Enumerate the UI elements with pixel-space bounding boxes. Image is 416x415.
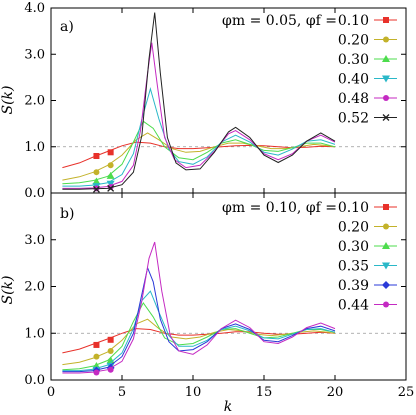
panel-b: 0 5 10 15 20 25 0.0 1.0 2.0 3.0 b) S(k) φm = 0.1…	[0, 192, 414, 415]
panel-b-ylabel: S(k)	[0, 276, 16, 305]
panel-a-series	[62, 12, 336, 193]
legend-marker	[383, 36, 389, 43]
y-tick-label: 1.0	[24, 326, 45, 341]
y-tick-label: 3.0	[24, 47, 45, 62]
panel-a-xticks	[50, 8, 407, 193]
panel-a: 0.01.02.03.04.0 a) S(k) φm = 0.05, φf = …	[0, 1, 407, 201]
legend-label-0.52: 0.52	[338, 111, 369, 127]
legend-marker	[382, 55, 390, 62]
legend-label-0.35: 0.35	[338, 259, 369, 275]
legend-marker	[382, 242, 390, 249]
series-line-0.52	[62, 12, 336, 190]
legend-label-0.48: 0.48	[338, 91, 369, 107]
x-tick-label: 10	[185, 385, 202, 400]
x-axis-title: k	[224, 399, 232, 415]
y-tick-label: 0.0	[24, 186, 45, 201]
data-point	[106, 356, 115, 364]
panel-a-ylabel: S(k)	[0, 86, 16, 115]
series-line-0.20	[62, 318, 336, 366]
legend-marker	[383, 17, 389, 23]
data-point	[92, 177, 101, 185]
series-line-0.30	[62, 120, 336, 185]
panel-a-label: a)	[60, 19, 74, 35]
series-line-0.30	[62, 301, 336, 371]
data-point	[107, 162, 114, 169]
data-point	[107, 348, 114, 355]
legend-marker	[382, 114, 390, 121]
legend-marker	[382, 262, 390, 270]
data-point	[93, 153, 100, 159]
x-tick-label: 5	[118, 385, 126, 400]
y-tick-label: 0.0	[24, 373, 45, 388]
panel-b-series	[62, 241, 336, 376]
series-line-0.44	[62, 241, 336, 374]
legend-label-0.40: 0.40	[338, 72, 369, 88]
series-line-0.10	[62, 141, 336, 169]
panel-b-legend: 0.10 0.20 0.30 0.35 0.39 0.44	[338, 200, 397, 314]
legend-marker	[383, 223, 389, 230]
panel-a-yticks: 0.0 1.0 2.0 3.0 4.0	[24, 1, 406, 201]
legend-label-0.44: 0.44	[338, 298, 369, 314]
y-tick-label: 2.0	[24, 280, 45, 295]
legend-label-0.30: 0.30	[338, 52, 369, 68]
data-point	[93, 369, 100, 376]
series-line-0.39	[62, 266, 336, 373]
legend-label-0.10: 0.10	[338, 13, 369, 29]
y-tick-label: 2.0	[24, 94, 45, 109]
legend-marker	[382, 75, 390, 83]
panel-b-label: b)	[60, 206, 74, 222]
x-tick-label: 20	[327, 385, 344, 400]
legend-label-0.39: 0.39	[338, 278, 369, 294]
data-point	[93, 341, 100, 348]
legend-marker	[383, 204, 389, 210]
data-point	[107, 184, 115, 192]
y-tick-label: 1.0	[24, 140, 45, 155]
y-tick-label: 4.0	[24, 1, 45, 16]
x-tick-label: 25	[398, 385, 415, 400]
legend-marker	[383, 301, 389, 308]
data-point	[93, 353, 100, 360]
panel-a-legend-header: φm = 0.05, φf =	[222, 13, 337, 29]
legend-label-0.10: 0.10	[338, 200, 369, 216]
data-point	[107, 336, 114, 343]
y-tick-label: 3.0	[24, 233, 45, 248]
series-line-0.35	[62, 290, 336, 372]
legend-marker	[382, 281, 390, 289]
x-tick-label: 15	[256, 385, 273, 400]
data-point	[92, 185, 100, 193]
data-point	[106, 171, 115, 179]
legend-label-0.20: 0.20	[338, 33, 369, 49]
data-point	[107, 366, 114, 373]
legend-marker	[383, 95, 389, 101]
panel-b-xticks: 0 5 10 15 20 25	[47, 193, 414, 400]
legend-label-0.20: 0.20	[338, 220, 369, 236]
panel-a-legend: 0.10 0.20 0.30 0.40 0.48 0.52	[338, 13, 397, 127]
legend-label-0.30: 0.30	[338, 239, 369, 255]
panel-b-yticks: 0.0 1.0 2.0 3.0	[24, 233, 406, 388]
panel-b-legend-header: φm = 0.10, φf =	[222, 200, 337, 216]
series-line-0.40	[62, 87, 336, 187]
series-line-0.48	[62, 42, 336, 189]
x-tick-label: 0	[47, 385, 55, 400]
data-point	[107, 149, 114, 156]
data-point	[93, 169, 100, 176]
